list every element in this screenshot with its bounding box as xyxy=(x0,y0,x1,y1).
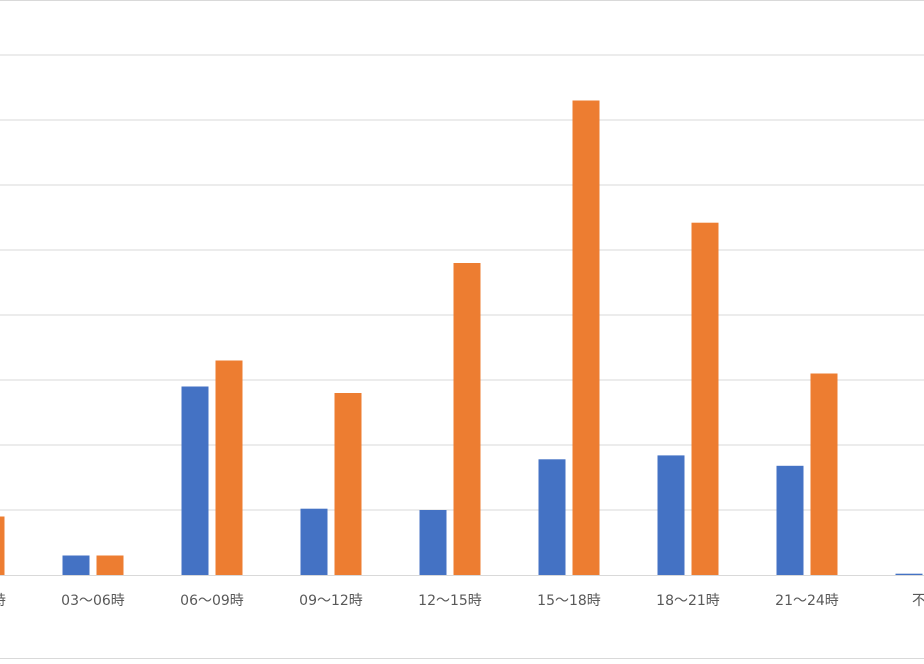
bar-series-1 xyxy=(776,465,804,575)
bar-series-1 xyxy=(657,455,685,575)
x-tick-label: 15〜18時 xyxy=(537,593,601,609)
x-tick-label: 03〜06時 xyxy=(61,593,125,609)
bar-series-2 xyxy=(453,263,481,575)
bar-series-1 xyxy=(300,508,328,575)
x-tick-label: 00〜03時 xyxy=(0,593,6,609)
x-tick-label: 09〜12時 xyxy=(299,593,363,609)
bar-series-2 xyxy=(572,100,600,575)
bar-series-1 xyxy=(538,459,566,575)
bar-series-2 xyxy=(334,393,362,575)
x-tick-label: 21〜24時 xyxy=(775,593,839,609)
x-tick-label: 06〜09時 xyxy=(180,593,244,609)
x-tick-label: 12〜15時 xyxy=(418,593,482,609)
x-tick-label: 18〜21時 xyxy=(656,593,720,609)
bar-series-2 xyxy=(0,516,5,575)
bar-series-1 xyxy=(181,386,209,575)
bar-series-2 xyxy=(215,360,243,575)
bar-series-2 xyxy=(810,373,838,575)
bar-series-2 xyxy=(96,555,124,575)
bar-series-1 xyxy=(62,555,90,575)
bar-series-2 xyxy=(691,222,719,575)
bar-series-1 xyxy=(419,510,447,575)
x-tick-label: 不明 xyxy=(912,593,924,609)
bar-series-1 xyxy=(895,573,923,575)
